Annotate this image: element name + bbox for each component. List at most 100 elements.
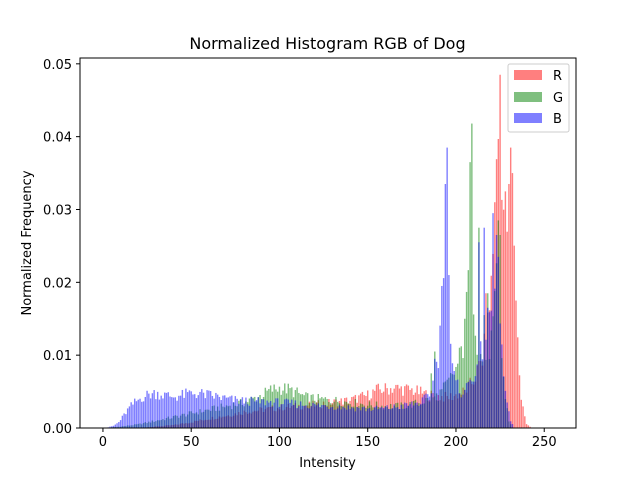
bar-b-133 (337, 408, 339, 428)
bar-b-128 (328, 408, 330, 428)
bar-b-8 (116, 423, 118, 428)
bar-b-137 (344, 408, 346, 428)
bar-b-91 (262, 399, 265, 428)
bar-b-180 (419, 403, 422, 428)
bar-b-122 (317, 403, 319, 428)
bar-b-65 (216, 394, 219, 428)
bar-b-195 (446, 147, 448, 428)
bar-b-61 (209, 391, 212, 428)
bar-b-5 (111, 426, 113, 428)
bar-b-227 (502, 376, 505, 428)
bar-b-170 (402, 408, 404, 428)
bar-b-80 (243, 403, 245, 428)
bar-b-100 (278, 406, 281, 428)
bar-b-228 (504, 390, 507, 428)
bar-b-131 (333, 409, 335, 428)
bar-b-89 (259, 403, 261, 428)
bar-b-183 (425, 393, 427, 428)
bar-b-110 (296, 407, 298, 428)
bar-r-236 (518, 375, 521, 428)
bar-b-198 (451, 363, 454, 428)
bar-b-85 (252, 398, 254, 428)
bar-b-83 (248, 405, 251, 428)
y-tick-label: 0.03 (43, 203, 72, 218)
bar-b-69 (224, 395, 226, 428)
bar-b-126 (324, 405, 327, 428)
bar-b-76 (236, 398, 238, 428)
bar-b-115 (305, 405, 307, 428)
bar-b-104 (285, 398, 288, 428)
bar-b-174 (409, 404, 411, 428)
bar-b-84 (250, 396, 252, 428)
bar-b-181 (421, 397, 424, 428)
bar-b-148 (363, 406, 365, 428)
bar-b-209 (471, 381, 473, 428)
bar-r-234 (515, 300, 517, 428)
bar-b-66 (218, 396, 221, 428)
bar-b-224 (497, 256, 500, 428)
bar-b-98 (275, 398, 277, 428)
bar-b-62 (211, 395, 214, 428)
bar-b-175 (411, 401, 413, 428)
bar-b-35 (164, 392, 166, 428)
bar-b-143 (354, 411, 357, 428)
bar-b-116 (307, 407, 309, 428)
bar-b-108 (292, 405, 295, 428)
legend-label-b: B (553, 112, 562, 127)
bar-b-158 (381, 407, 383, 428)
bar-b-199 (453, 370, 455, 428)
bar-b-21 (139, 398, 141, 428)
bar-b-18 (134, 398, 136, 428)
bar-b-225 (499, 323, 501, 428)
bar-b-232 (511, 424, 514, 428)
bar-b-23 (142, 401, 145, 428)
bar-r-226 (501, 199, 503, 428)
bar-b-207 (467, 382, 470, 428)
y-tick-label: 0.00 (43, 422, 72, 437)
bar-b-16 (130, 402, 132, 428)
bar-b-119 (312, 402, 314, 428)
chart-title: Normalized Histogram RGB of Dog (189, 34, 465, 53)
bar-b-109 (294, 400, 297, 428)
bar-r-156 (377, 383, 380, 428)
bar-b-88 (257, 397, 259, 428)
bar-b-47 (185, 388, 187, 428)
bar-b-34 (162, 398, 164, 428)
bar-b-105 (287, 399, 289, 428)
legend-swatch-r (514, 70, 542, 80)
bar-b-51 (192, 394, 194, 428)
bar-b-147 (361, 407, 364, 428)
bar-b-190 (437, 368, 440, 428)
bar-r-228 (504, 191, 507, 428)
bar-b-114 (303, 406, 305, 428)
bar-b-50 (190, 391, 192, 428)
bar-b-64 (215, 392, 217, 428)
bar-b-130 (331, 406, 334, 428)
bar-b-15 (128, 406, 131, 428)
bar-r-230 (508, 184, 510, 428)
bar-b-111 (298, 406, 300, 428)
bar-b-178 (416, 402, 418, 428)
bar-b-118 (310, 406, 312, 428)
bar-b-188 (434, 358, 436, 428)
bar-b-112 (299, 401, 302, 428)
y-tick-label: 0.02 (43, 276, 72, 291)
bar-b-14 (126, 408, 129, 428)
bar-b-176 (412, 405, 415, 428)
bar-r-239 (524, 416, 526, 428)
bar-b-101 (280, 404, 282, 428)
bar-b-216 (483, 227, 485, 428)
bar-b-218 (487, 307, 489, 428)
bar-b-93 (266, 400, 268, 428)
bar-b-24 (144, 396, 147, 428)
y-tick-label: 0.05 (43, 58, 72, 73)
bar-b-150 (367, 408, 369, 428)
x-tick-label: 0 (99, 435, 107, 450)
bar-b-19 (135, 401, 138, 428)
bar-b-41 (174, 397, 177, 428)
x-tick-label: 150 (355, 435, 380, 450)
bar-b-127 (326, 406, 328, 428)
bar-b-17 (132, 404, 134, 428)
bar-b-13 (125, 414, 127, 428)
